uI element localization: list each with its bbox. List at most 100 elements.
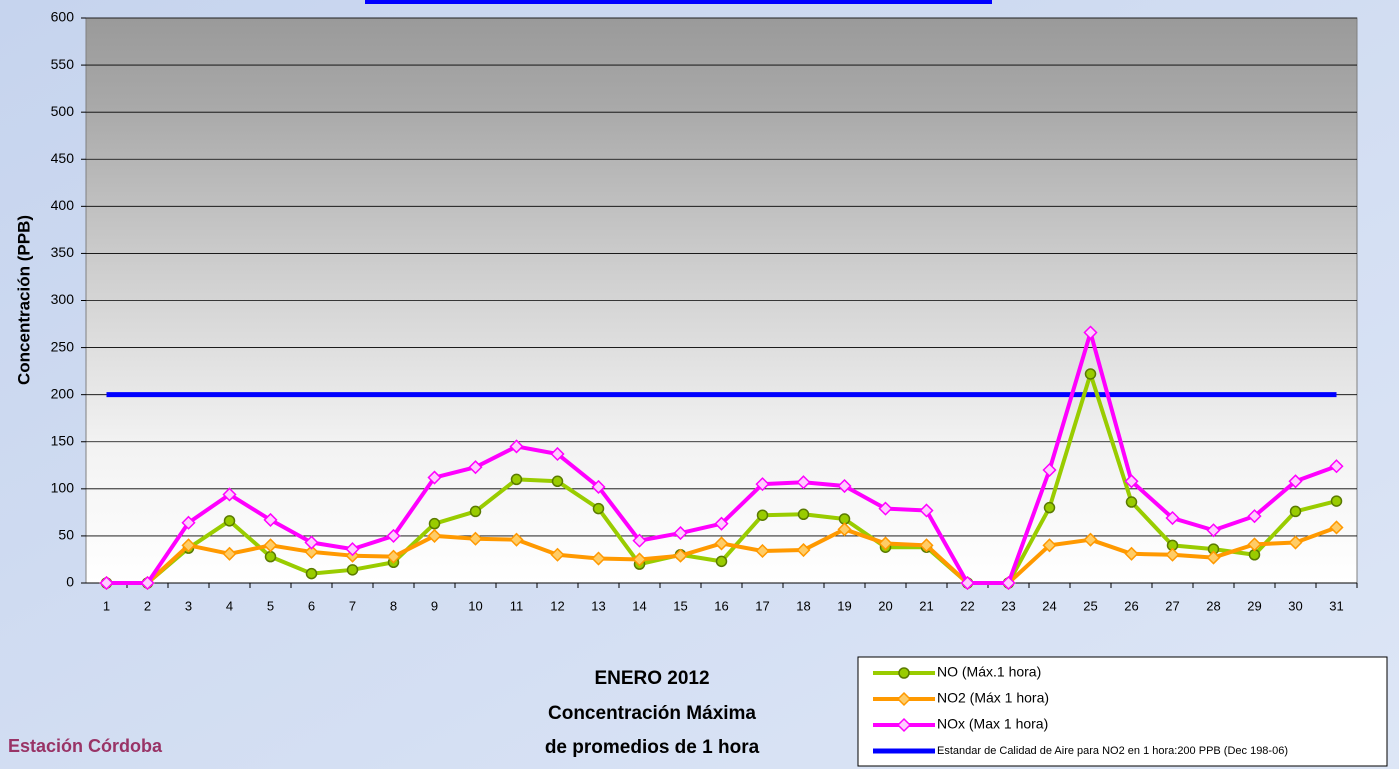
y-tick-label: 0: [66, 574, 74, 590]
data-point: [1125, 496, 1138, 508]
title-line: de promedios de 1 hora: [545, 737, 760, 758]
data-point: [796, 475, 811, 490]
data-point: [264, 550, 277, 563]
data-point: [1288, 535, 1303, 550]
legend-label: NO (Máx.1 hora): [937, 664, 1041, 680]
x-tick-label: 12: [550, 598, 564, 613]
data-point: [755, 477, 770, 492]
data-point: [223, 515, 236, 527]
data-point: [715, 555, 728, 568]
data-point: [714, 516, 729, 531]
data-point: [550, 446, 565, 462]
data-point: [222, 487, 237, 502]
data-point: [1329, 520, 1344, 535]
data-point: [673, 526, 688, 541]
data-point: [551, 475, 564, 488]
x-tick-label: 24: [1042, 598, 1056, 613]
data-point: [837, 478, 852, 494]
data-point: [1329, 459, 1344, 474]
data-point: [1247, 509, 1262, 524]
legend-label: Estandar de Calidad de Aire para NO2 en …: [937, 745, 1288, 757]
legend: [857, 656, 1388, 767]
y-tick-label: 450: [51, 150, 75, 166]
data-point: [263, 512, 278, 527]
data-point: [632, 533, 647, 548]
data-point: [181, 538, 196, 553]
x-tick-label: 7: [349, 598, 356, 613]
data-point: [591, 479, 606, 495]
data-point: [1124, 474, 1139, 489]
data-point: [468, 531, 483, 546]
data-point: [386, 549, 401, 564]
y-tick-label: 150: [51, 432, 75, 448]
x-tick-label: 4: [226, 598, 233, 613]
legend-marker: [898, 667, 910, 679]
y-tick-label: 300: [51, 291, 75, 307]
data-point: [305, 567, 318, 580]
data-point: [263, 538, 278, 553]
data-point: [632, 552, 647, 567]
y-tick-label: 250: [51, 338, 75, 354]
data-point: [140, 575, 155, 591]
data-point: [386, 528, 401, 543]
data-point: [673, 548, 688, 563]
y-tick-label: 600: [51, 9, 75, 25]
data-point: [345, 542, 360, 557]
data-point: [919, 503, 934, 518]
data-point: [960, 575, 975, 591]
y-tick-label: 350: [51, 244, 75, 260]
x-tick-label: 17: [755, 598, 769, 613]
x-tick-label: 2: [144, 598, 151, 613]
x-tick-label: 13: [591, 598, 605, 613]
data-point: [1165, 547, 1180, 562]
x-tick-label: 31: [1329, 598, 1343, 613]
data-point: [304, 535, 319, 550]
data-point: [1206, 523, 1221, 538]
data-point: [714, 536, 729, 551]
data-point: [796, 542, 811, 558]
x-tick-label: 29: [1247, 598, 1261, 613]
x-tick-label: 10: [468, 598, 482, 613]
legend-label: NOx (Max 1 hora): [937, 716, 1048, 732]
data-point: [469, 505, 482, 518]
data-point: [346, 564, 359, 576]
x-tick-label: 5: [267, 598, 274, 613]
x-tick-label: 11: [510, 598, 524, 613]
x-tick-label: 21: [919, 598, 933, 613]
data-point: [1084, 368, 1097, 380]
data-point: [428, 517, 441, 530]
data-point: [1165, 510, 1180, 526]
data-point: [468, 460, 483, 475]
x-tick-label: 25: [1083, 598, 1097, 613]
x-tick-label: 23: [1001, 598, 1015, 613]
data-point: [222, 546, 237, 561]
y-tick-label: 200: [51, 385, 75, 401]
data-point: [878, 501, 893, 516]
data-point: [591, 551, 606, 566]
title-line: ENERO 2012: [594, 668, 709, 689]
x-tick-label: 3: [185, 598, 192, 613]
station-label: Estación Córdoba: [8, 736, 163, 756]
data-point: [592, 502, 605, 515]
y-tick-label: 100: [51, 480, 75, 496]
x-tick-label: 30: [1288, 598, 1302, 613]
x-tick-label: 27: [1165, 598, 1179, 613]
legend-marker: [896, 717, 912, 733]
y-axis-label: Concentración (PPB): [14, 215, 33, 385]
x-tick-label: 6: [308, 598, 315, 613]
x-tick-label: 20: [878, 598, 892, 613]
data-point: [1124, 546, 1139, 561]
top-bar: [365, 0, 992, 4]
x-tick-label: 8: [390, 598, 397, 613]
data-point: [1083, 325, 1098, 340]
data-point: [756, 509, 769, 521]
data-point: [427, 470, 442, 485]
data-point: [550, 547, 565, 562]
x-tick-label: 16: [714, 598, 728, 613]
x-tick-label: 14: [632, 598, 646, 613]
x-tick-label: 9: [431, 598, 438, 613]
data-point: [1330, 495, 1343, 507]
legend-label: NO2 (Máx 1 hora): [937, 690, 1049, 706]
y-tick-label: 400: [51, 197, 75, 213]
data-point: [181, 515, 196, 530]
